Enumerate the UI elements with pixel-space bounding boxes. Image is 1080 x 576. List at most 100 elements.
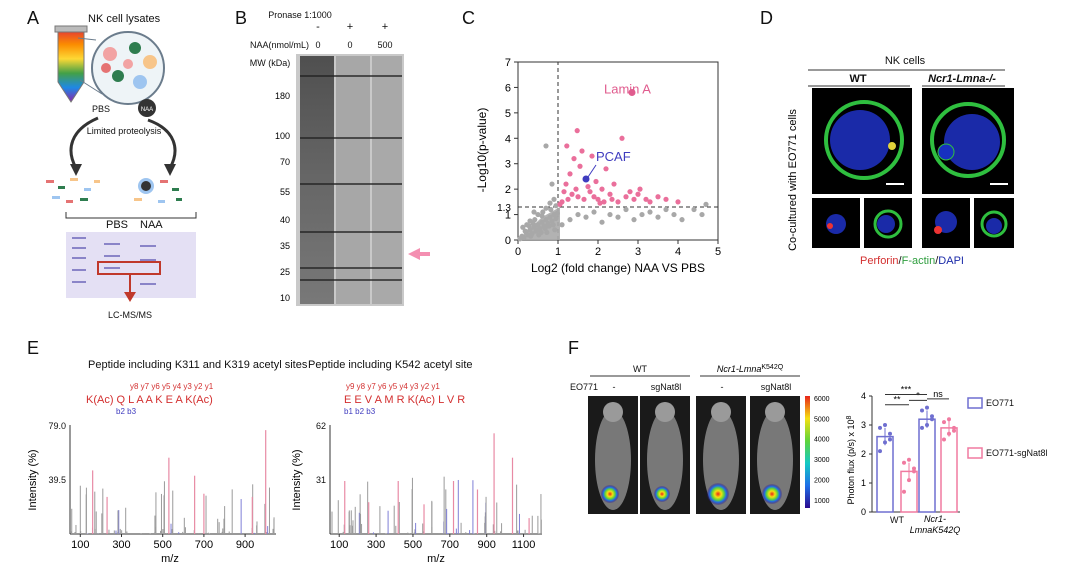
panel-f: WT Ncr1-LmnaK542Q EO771 - sgNat8l - sgNa… [570, 364, 1048, 535]
f-col4: sgNat8l [761, 382, 792, 392]
spectrum-xtick: 700 [195, 539, 213, 551]
significance-label: * [916, 390, 920, 400]
panel-b: Pronase 1:1000 - + + NAA(nmol/mL) 0 0 50… [250, 10, 430, 306]
bar [918, 418, 936, 513]
significance-label: ns [933, 389, 943, 399]
volcano-xtick: 1 [555, 246, 561, 258]
volcano-point-sig [565, 196, 571, 202]
tumor-signal [707, 483, 729, 505]
volcano-ytick: 1 [505, 210, 511, 222]
bar-point [907, 478, 911, 483]
volcano-point-ns [554, 210, 560, 216]
bar-point [907, 457, 911, 462]
tube-icon [57, 29, 85, 103]
volcano-point-ns [543, 205, 549, 211]
s2-ylabel: Intensity (%) [291, 449, 303, 510]
mw-marker: 40 [280, 215, 290, 225]
bar-point [902, 489, 906, 494]
spectrum-xtick: 100 [330, 539, 348, 551]
bar-point [942, 420, 946, 425]
mouse-body [647, 410, 683, 510]
volcano-xtick: 2 [595, 246, 601, 258]
significance-label: ** [893, 395, 901, 405]
legend-sg: EO771-sgNat8l [986, 448, 1048, 458]
panel-e: Peptide including K311 and K319 acetyl s… [27, 359, 542, 565]
seq1: K(Ac) Q L A A K E A K(Ac) [86, 394, 213, 406]
fragments-right [134, 178, 182, 203]
seq2-b-ions: b1 b2 b3 [344, 407, 376, 416]
volcano-point-ns [663, 206, 669, 213]
tumor-signal [601, 485, 619, 503]
f-eo771-label: EO771 [570, 382, 598, 392]
fragments-left [46, 178, 100, 203]
spectrum-xtick: 700 [441, 539, 459, 551]
threshold-label: 1.3 [497, 203, 511, 214]
bar [876, 435, 894, 513]
volcano-point-ns [543, 143, 549, 149]
volcano-point-sig [655, 194, 661, 200]
volcano-point-ns [583, 214, 589, 220]
volcano-point-ns [522, 228, 528, 234]
volcano-point-ns [535, 211, 541, 218]
bar-point [930, 414, 934, 419]
lamin-a-label: Lamin A [604, 82, 651, 97]
volcano-point-ns [599, 219, 605, 225]
bar-point [925, 423, 929, 427]
bar-point [925, 405, 929, 410]
bar-ylabel: Photon flux (p/s) x 108 [846, 415, 856, 504]
spectrum2-title: Peptide including K542 acetyl site [308, 359, 473, 371]
volcano-ytick: 5 [505, 108, 511, 120]
spectrum-xtick: 300 [112, 539, 130, 551]
panel-c: 0 1 2 3 4 5 0 1 2 3 4 5 6 7 1.3 Lamin A PCAF -Log10(p-va… [475, 57, 721, 275]
volcano-point-sig [587, 189, 593, 195]
volcano-point-ns [521, 234, 527, 241]
scale-tick: 6000 [814, 396, 830, 403]
volcano-point-sig [601, 199, 607, 205]
proteolysis-label: Limited proteolysis [87, 126, 162, 136]
bar-point [912, 466, 916, 471]
volcano-ylabel: -Log10(p-value) [475, 108, 489, 193]
volcano-point-sig [589, 153, 595, 159]
volcano-point-sig [563, 181, 569, 187]
legend-eo771: EO771 [986, 398, 1014, 408]
volcano-point-ns [631, 217, 637, 223]
scale-tick: 1000 [814, 498, 830, 505]
volcano-point-sig [564, 143, 570, 149]
mw-marker: 180 [275, 91, 290, 101]
f-wt-label: WT [633, 364, 647, 374]
volcano-point-sig [647, 199, 653, 205]
volcano-point-ns [520, 224, 526, 230]
mouse-head [603, 402, 623, 422]
bar-ytick: 4 [861, 391, 866, 401]
volcano-point-ns [553, 203, 559, 209]
bar-point [920, 425, 924, 430]
volcano-point-ns [591, 209, 597, 215]
panel-label-d: D [760, 8, 773, 28]
bar-ytick: 1 [861, 478, 866, 488]
volcano-ytick: 4 [505, 133, 511, 145]
panel-label-e: E [27, 338, 40, 358]
volcano-point-ns [539, 213, 545, 219]
bar-point [947, 417, 951, 422]
volcano-ytick: 7 [505, 57, 511, 69]
bar-cat-wt: WT [890, 515, 904, 525]
volcano-point-ns [534, 227, 540, 233]
arrow-right-icon [147, 118, 177, 169]
volcano-point-ns [639, 211, 645, 218]
volcano-point-ns [559, 222, 565, 228]
spectrum-xtick: 900 [478, 539, 496, 551]
volcano-point-ns [528, 233, 534, 239]
volcano-point-sig [557, 201, 563, 207]
volcano-point-ns [549, 181, 555, 187]
panel-label-b: B [235, 8, 248, 28]
volcano-point-sig [623, 194, 629, 200]
mw-marker: 70 [280, 157, 290, 167]
gel-pbs-label: PBS [106, 219, 128, 231]
lysate-title: NK cell lysates [88, 13, 161, 25]
spectrum1-peaks [70, 430, 275, 534]
s1-ymid: 39.5 [48, 475, 66, 485]
volcano-point-ns [691, 206, 697, 213]
f-mut-label: Ncr1-LmnaK542Q [717, 364, 784, 374]
